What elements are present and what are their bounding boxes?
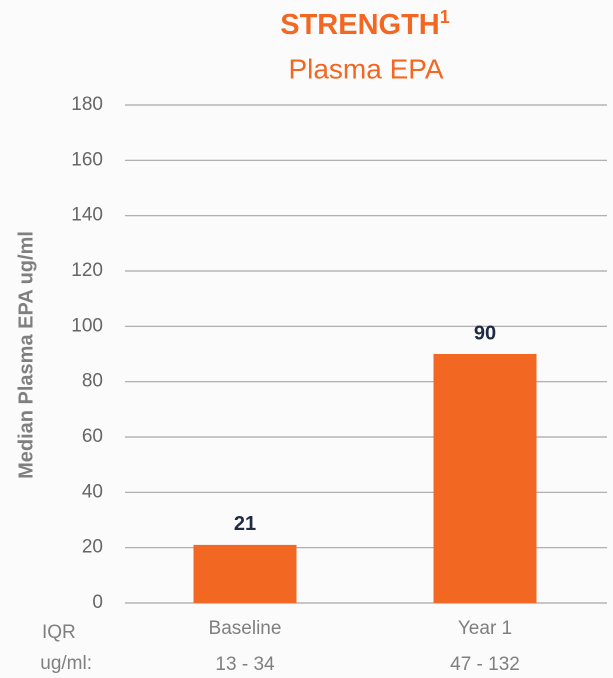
y-tick-label: 180 — [71, 94, 103, 115]
iqr-range: 13 - 34 — [215, 654, 275, 675]
x-tick-label: Year 1 — [458, 618, 512, 639]
x-tick-label: Baseline — [209, 618, 282, 639]
y-tick-label: 160 — [71, 149, 103, 170]
iqr-label: ug/ml: — [40, 653, 92, 674]
y-tick-label: 100 — [71, 315, 103, 336]
bar — [433, 354, 537, 603]
y-tick-label: 60 — [82, 426, 103, 447]
iqr-label: IQR — [42, 622, 76, 643]
chart-title: STRENGTH — [280, 9, 440, 41]
y-tick-label: 120 — [71, 260, 103, 281]
title-superscript: 1 — [440, 7, 450, 27]
y-tick-label: 0 — [92, 592, 103, 613]
y-axis-label: Median Plasma EPA ug/ml — [15, 231, 37, 479]
y-tick-label: 80 — [82, 371, 103, 392]
data-label: 90 — [474, 322, 496, 344]
data-label: 21 — [234, 513, 256, 535]
y-tick-label: 140 — [71, 205, 103, 226]
y-tick-label: 40 — [82, 481, 103, 502]
bar — [193, 544, 297, 603]
chart-subtitle: Plasma EPA — [288, 53, 443, 84]
y-tick-label: 20 — [82, 537, 103, 558]
chart-title-group: STRENGTH1 — [280, 7, 450, 41]
iqr-range: 47 - 132 — [450, 654, 520, 675]
